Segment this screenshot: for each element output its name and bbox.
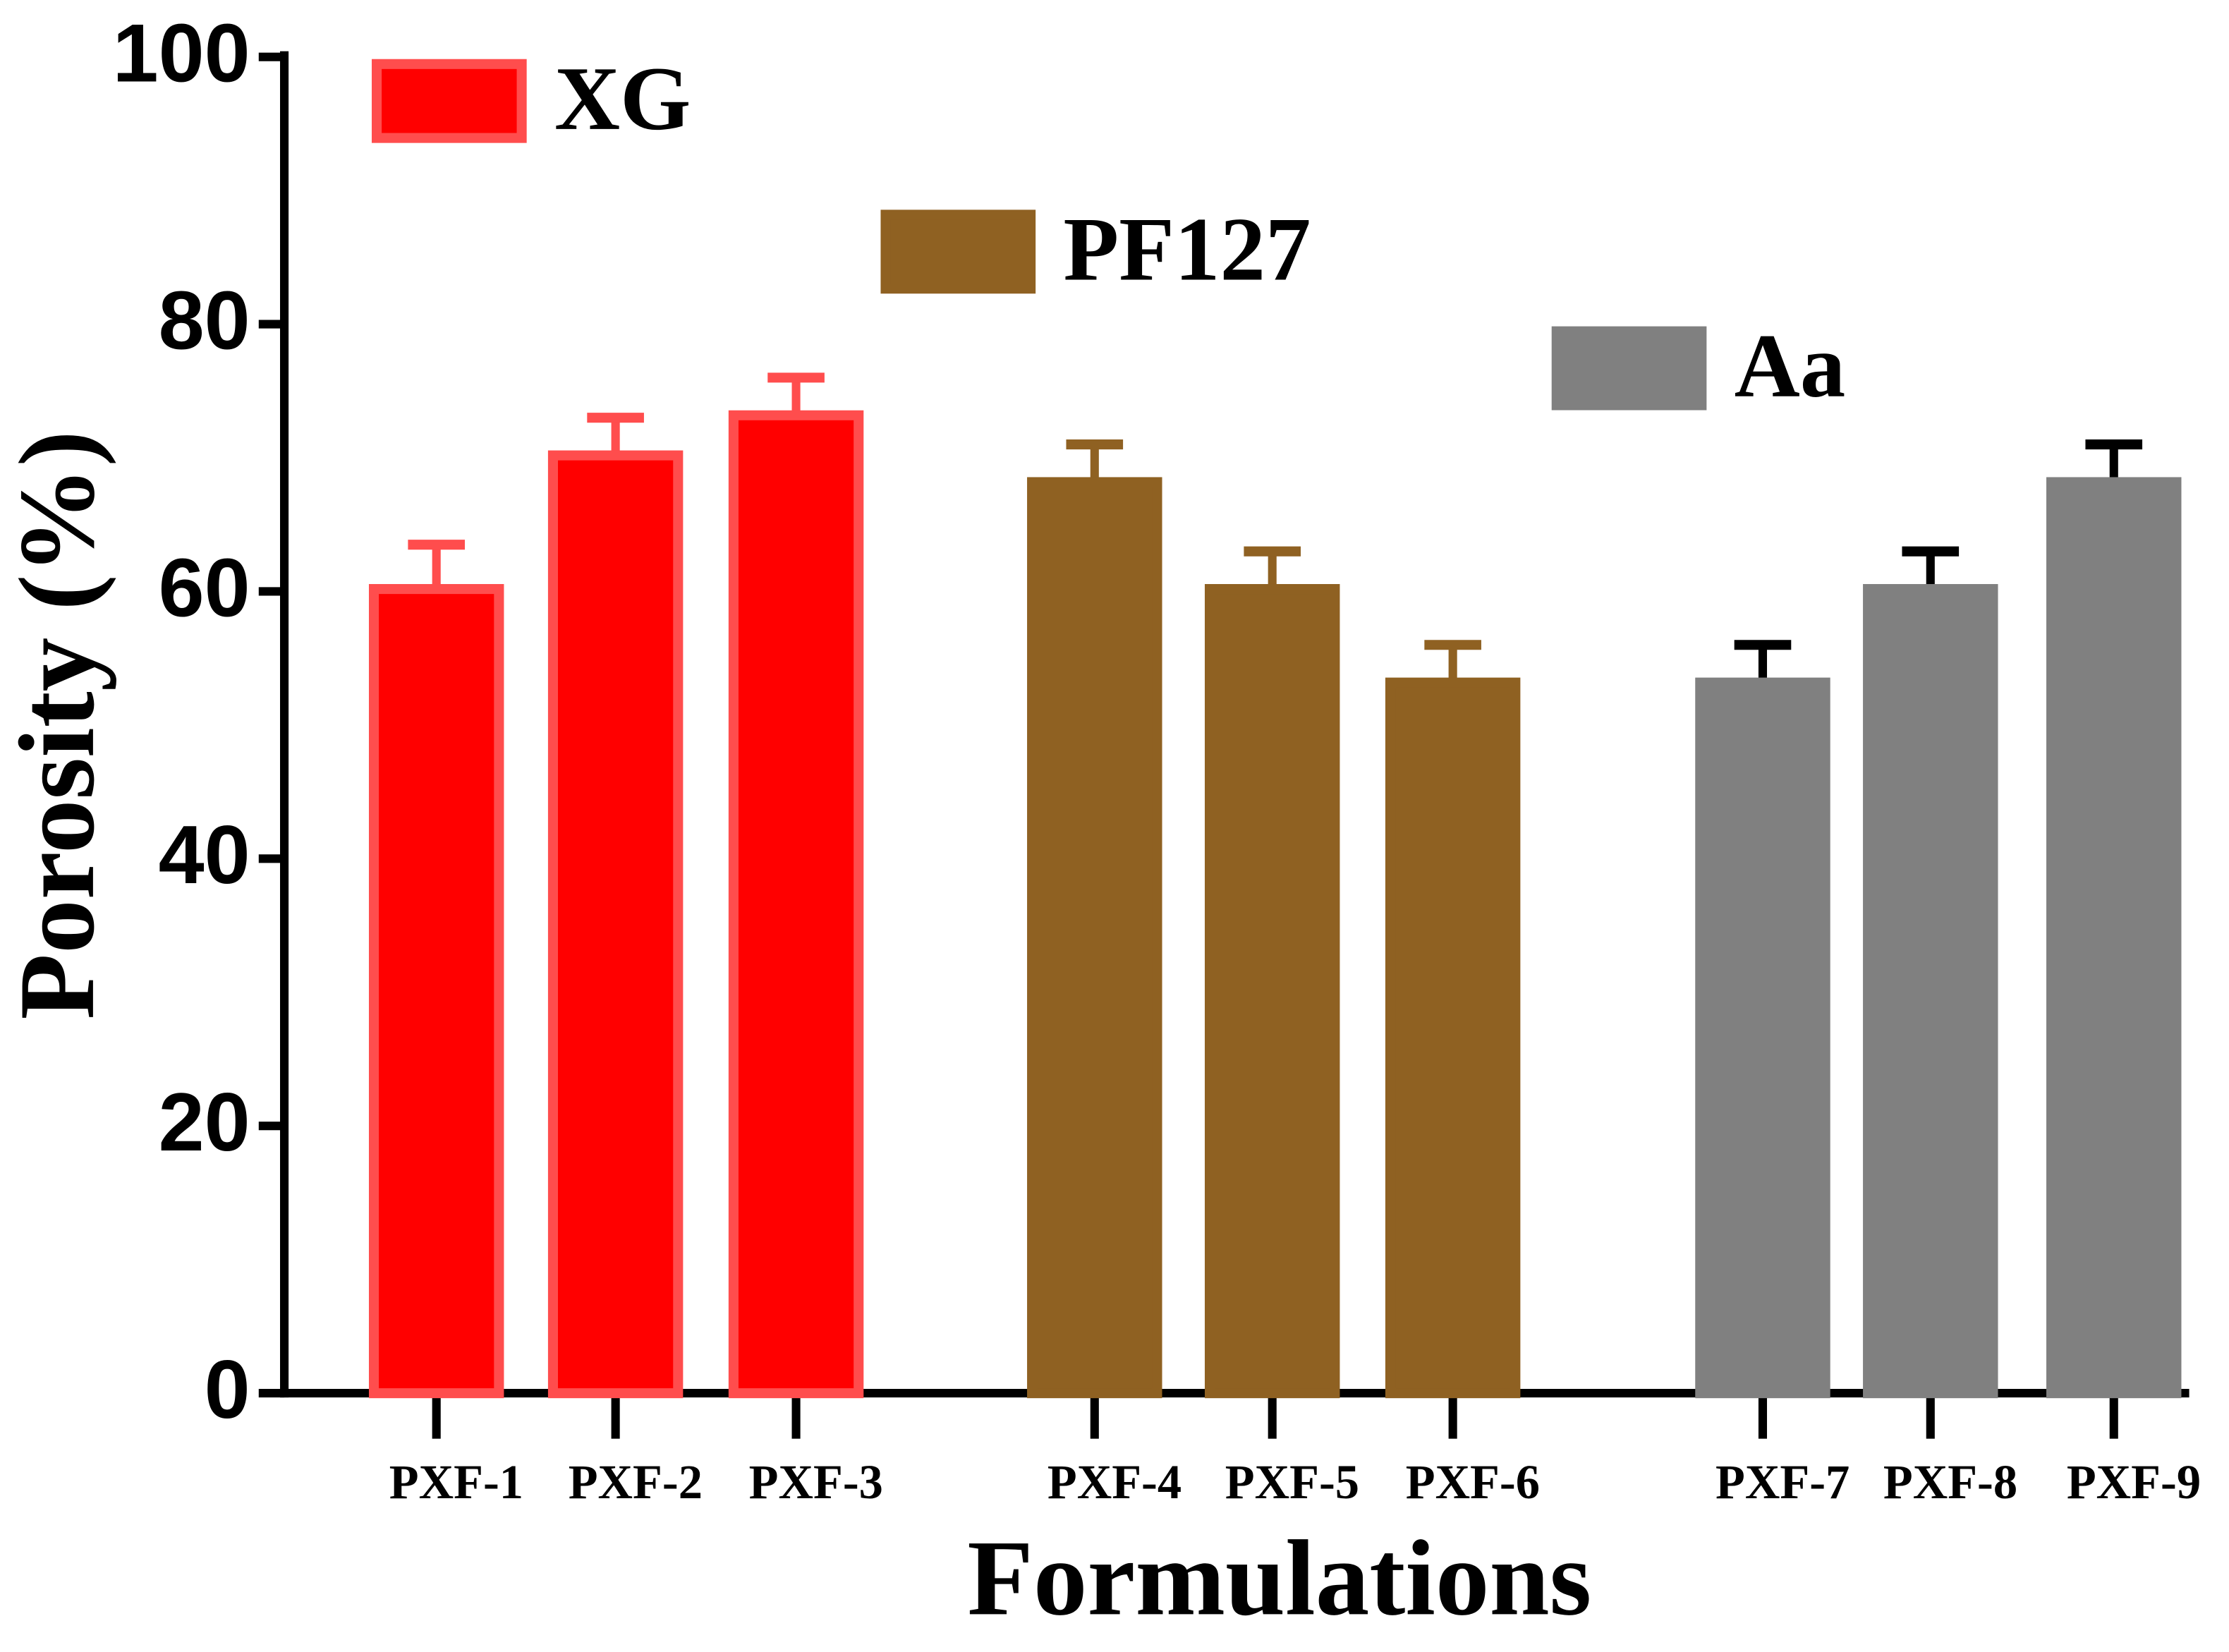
bar bbox=[1385, 677, 1521, 1399]
bar bbox=[1027, 477, 1162, 1399]
y-axis-label: Porosity (%) bbox=[0, 430, 117, 1019]
x-tick-label: PXF-3 bbox=[749, 1455, 883, 1509]
x-tick-label: PXF-1 bbox=[389, 1455, 523, 1509]
legend-swatch bbox=[1551, 326, 1707, 411]
y-tick-label: 20 bbox=[159, 1076, 250, 1168]
y-tick-label: 0 bbox=[205, 1343, 250, 1435]
legend-label: PF127 bbox=[1063, 198, 1311, 299]
x-tick-label: PXF-4 bbox=[1047, 1455, 1182, 1509]
bar bbox=[1204, 583, 1340, 1399]
bar bbox=[1863, 583, 1998, 1399]
x-tick-label: PXF-2 bbox=[569, 1455, 703, 1509]
x-tick-label: PXF-6 bbox=[1406, 1455, 1540, 1509]
legend-swatch bbox=[372, 59, 527, 143]
x-axis-label: Formulations bbox=[967, 1519, 1591, 1638]
y-tick-label: 60 bbox=[159, 541, 250, 633]
bar bbox=[547, 450, 684, 1399]
legend-swatch bbox=[880, 209, 1036, 294]
x-tick-label: PXF-8 bbox=[1883, 1455, 2017, 1509]
x-tick-label: PXF-9 bbox=[2067, 1455, 2201, 1509]
bar bbox=[368, 583, 504, 1399]
x-tick-label: PXF-5 bbox=[1225, 1455, 1359, 1509]
y-tick-label: 100 bbox=[113, 7, 250, 99]
bar bbox=[1695, 677, 1830, 1399]
bar bbox=[2046, 477, 2182, 1399]
bar bbox=[728, 410, 864, 1399]
y-tick-label: 40 bbox=[159, 808, 250, 901]
y-tick-label: 80 bbox=[159, 274, 250, 367]
legend-label: Aa bbox=[1735, 315, 1846, 416]
x-tick-label: PXF-7 bbox=[1715, 1455, 1850, 1509]
legend-label: XG bbox=[554, 48, 691, 149]
